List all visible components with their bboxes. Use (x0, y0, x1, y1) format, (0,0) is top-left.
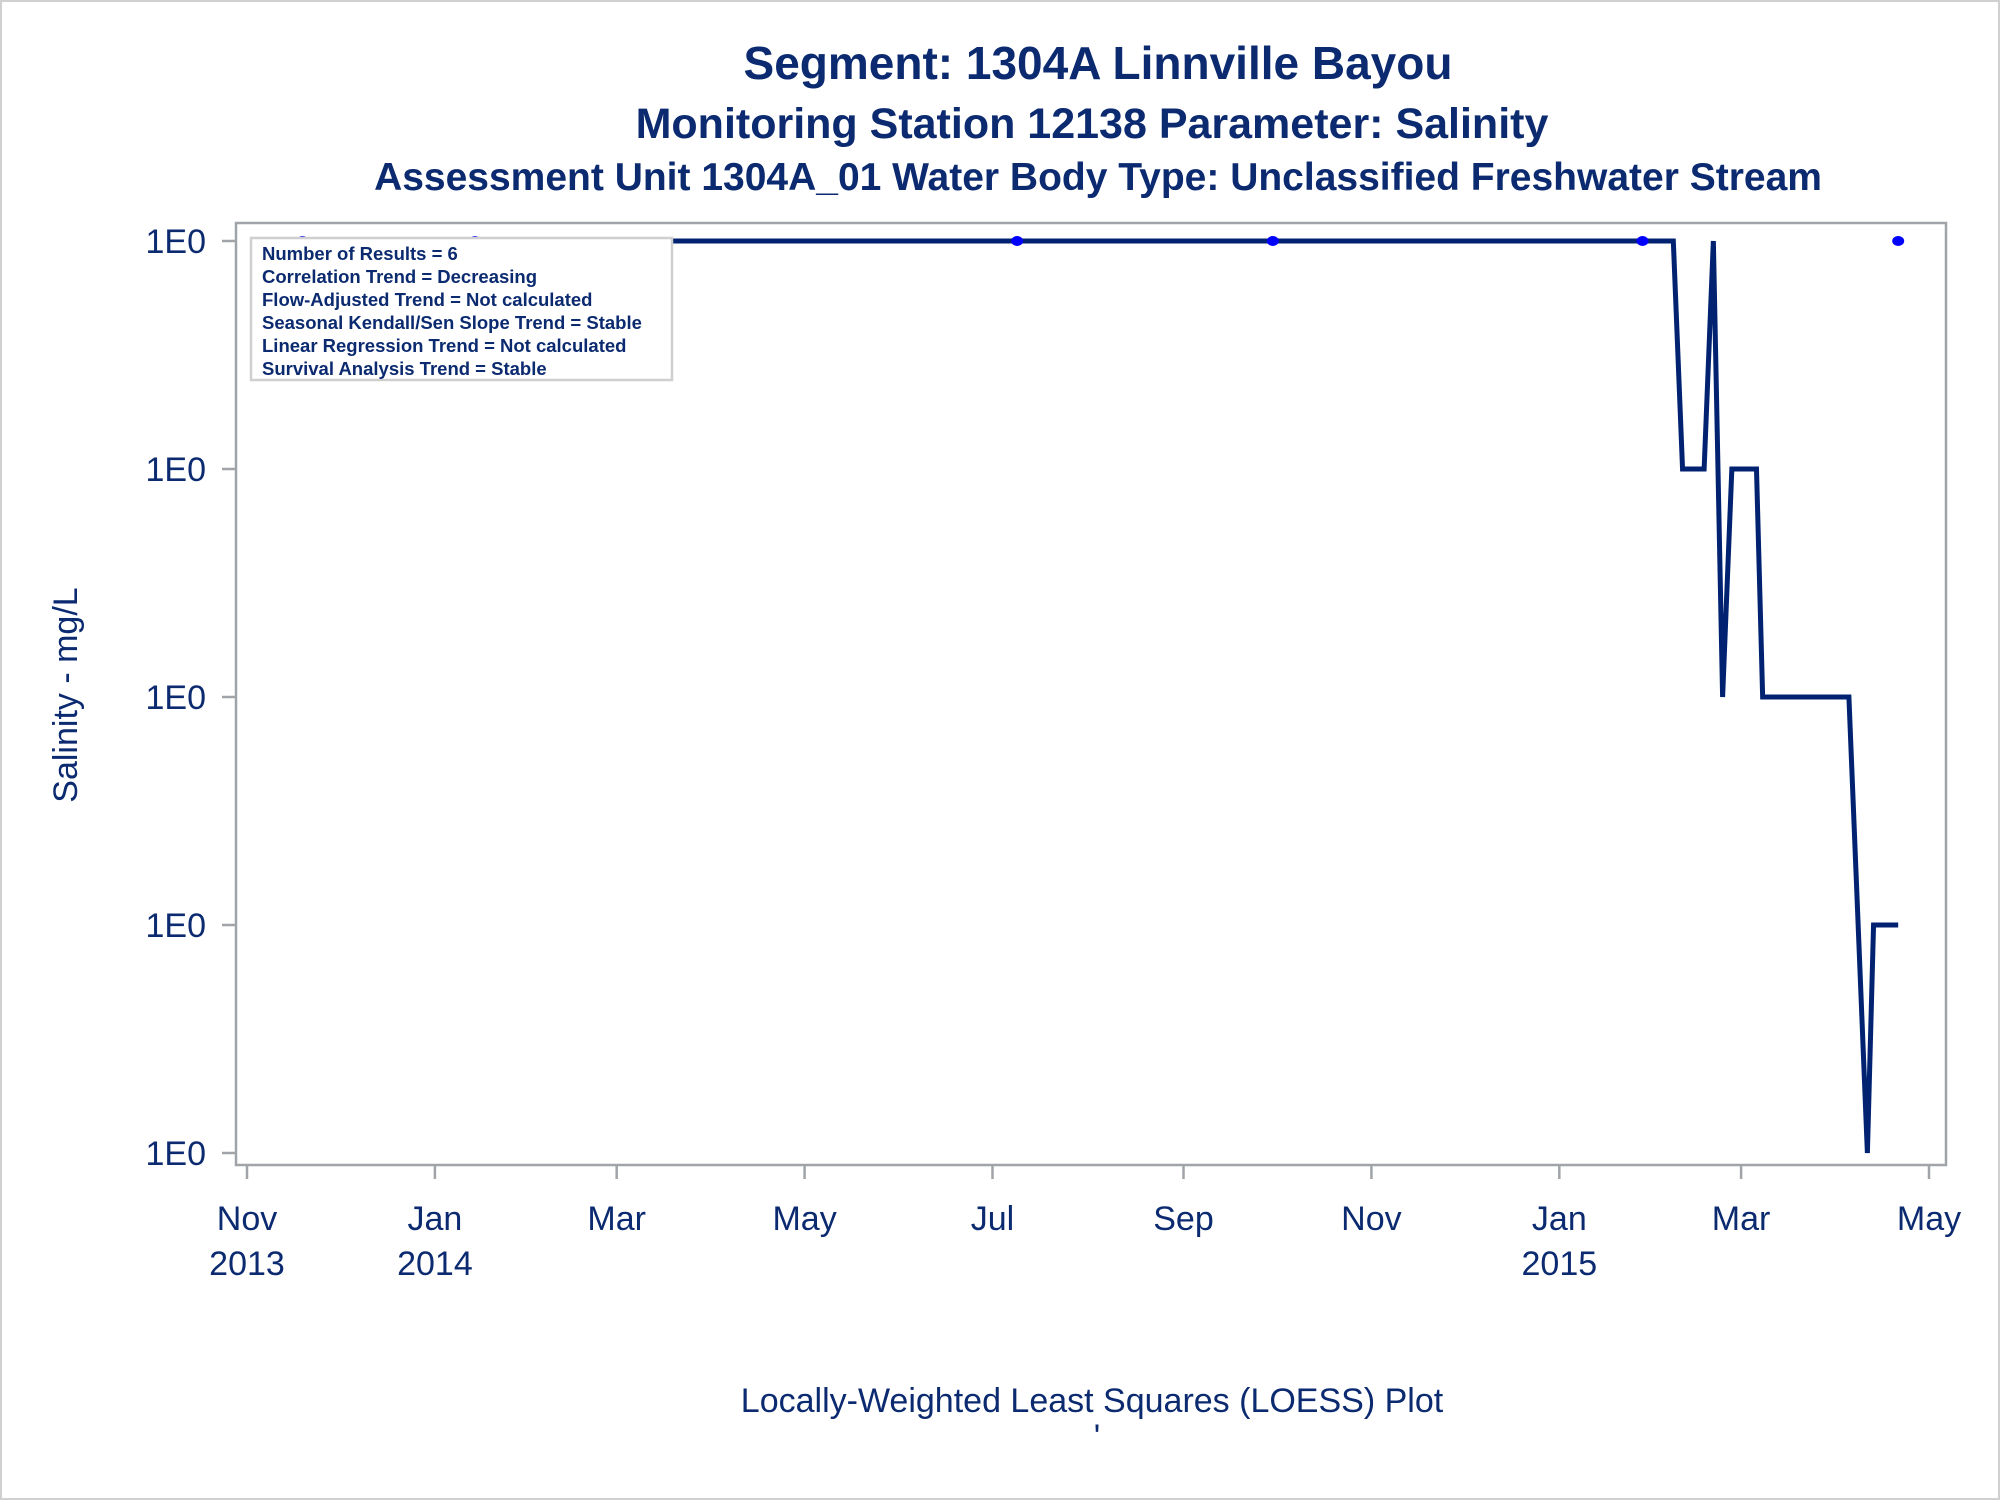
x-tick-year-label: 2014 (397, 1245, 473, 1283)
observation-point (1892, 236, 1905, 246)
legend-entry-results: Number of Results = 6 (262, 243, 458, 264)
legend-entry-flow-adjusted: Flow-Adjusted Trend = Not calculated (262, 289, 592, 310)
x-tick-label: May (1897, 1200, 1961, 1238)
x-tick-label: Nov (1341, 1200, 1401, 1238)
plot-frame (234, 221, 1948, 1167)
observation-point (1636, 236, 1649, 246)
y-tick-label: 1E0 (146, 1135, 207, 1173)
x-tick-year-label: 2013 (209, 1245, 285, 1283)
legend-entry-seasonal-kendall: Seasonal Kendall/Sen Slope Trend = Stabl… (262, 312, 642, 333)
legend-entry-survival: Survival Analysis Trend = Stable (262, 358, 547, 379)
x-tick-label: Jan (408, 1200, 463, 1238)
x-tick-label: Jul (971, 1200, 1014, 1238)
x-tick-label: Mar (1712, 1200, 1771, 1238)
y-tick-label: 1E0 (146, 451, 207, 489)
x-axis: Nov 2013 Jan 2014 Mar May Jul Sep Nov Jan 2015 Mar M… (209, 1165, 1961, 1283)
y-axis: 1E0 1E0 1E0 1E0 1E0 (146, 223, 236, 1173)
legend-entry-correlation: Correlation Trend = Decreasing (262, 266, 537, 287)
y-tick-label: 1E0 (146, 679, 207, 717)
title-line1: Segment: 1304A Linnville Bayou (744, 37, 1453, 89)
legend-entry-linear-regression: Linear Regression Trend = Not calculated (262, 335, 626, 356)
x-tick-label: Sep (1153, 1200, 1214, 1238)
y-tick-label: 1E0 (146, 907, 207, 945)
legend-frame (249, 236, 674, 382)
observation-point (1266, 236, 1279, 246)
title-line3: Assessment Unit 1304A_01 Water Body Type… (374, 156, 1822, 199)
x-tick-label: Jan (1532, 1200, 1587, 1238)
footer-caption: Locally-Weighted Least Squares (LOESS) P… (741, 1382, 1444, 1420)
footer-mark: ' (1094, 1418, 1101, 1456)
y-tick-label: 1E0 (146, 223, 207, 261)
x-tick-label: Mar (587, 1200, 646, 1238)
y-axis-label: Salinity - mg/L (47, 587, 85, 802)
legend-box: Number of Results = 6 Correlation Trend … (249, 236, 674, 382)
loess-line (302, 238, 1899, 1154)
observation-point (1011, 236, 1024, 246)
x-tick-label: Nov (217, 1200, 277, 1238)
x-tick-year-label: 2015 (1522, 1245, 1598, 1283)
title-line2: Monitoring Station 12138 Parameter: Sali… (636, 100, 1549, 148)
x-tick-label: May (772, 1200, 836, 1238)
